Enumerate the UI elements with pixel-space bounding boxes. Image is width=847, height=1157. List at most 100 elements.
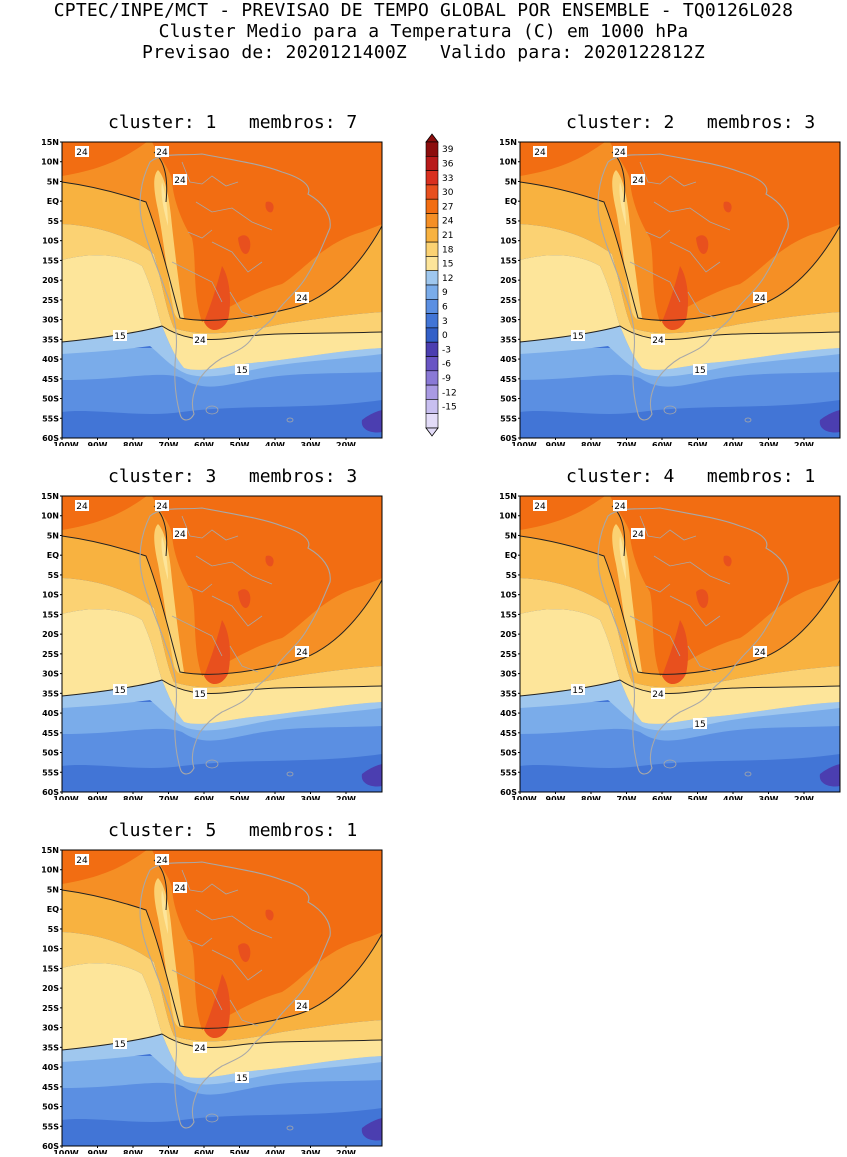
temperature-band — [162, 680, 382, 724]
country-border — [653, 201, 731, 231]
lon-tick-label: 30W — [301, 1149, 321, 1154]
colorbar-label: 18 — [442, 245, 454, 255]
country-border — [639, 161, 697, 187]
lat-tick-label: 60S — [42, 434, 59, 443]
temperature-band — [361, 410, 382, 433]
svg-text:24: 24 — [614, 148, 626, 158]
contour-label: 24 — [173, 882, 187, 894]
lon-tick-label: 100W — [511, 795, 537, 800]
country-border — [211, 595, 263, 627]
island — [286, 1125, 294, 1131]
temperature-band — [520, 255, 620, 342]
map-panel-3: 24 24 24 24 15 15 15N 10N 5N EQ 5S 10S 15S 20S 25S 30S 3… — [41, 492, 383, 800]
country-border — [187, 583, 213, 593]
lat-tick-label: EQ — [47, 551, 59, 560]
lat-tick-label: 45S — [500, 375, 517, 384]
temperature-band — [361, 1118, 382, 1141]
lat-tick-label: 45S — [42, 729, 59, 738]
plot-frame — [519, 495, 841, 793]
contour-label: 24 — [753, 292, 767, 304]
lat-tick-label: 60S — [500, 788, 517, 797]
lat-tick-label: 5S — [506, 217, 518, 226]
temperature-band — [162, 1034, 382, 1078]
lon-tick-label: 40W — [265, 795, 285, 800]
svg-text:15: 15 — [694, 720, 705, 730]
temperature-band — [62, 578, 382, 694]
lat-tick-label: EQ — [47, 197, 59, 206]
temperature-band — [520, 578, 840, 694]
map-panel-1: 24 24 24 24 24 15 15 15N 10N 5N EQ 5S 10S 15S 20S 25S 30… — [41, 138, 383, 446]
lon-tick-label: 100W — [53, 1149, 79, 1154]
colorbar-swatch — [425, 327, 439, 343]
svg-text:24: 24 — [614, 502, 626, 512]
lat-tick-label: 30S — [500, 670, 517, 679]
lon-tick-label: 20W — [336, 795, 356, 800]
panel-1-title: cluster: 1 membros: 7 — [108, 112, 358, 133]
south-america-outline — [139, 861, 331, 1129]
temperature-band — [520, 496, 840, 676]
country-border — [229, 645, 259, 673]
temperature-band — [520, 224, 840, 340]
lat-tick-label: 10S — [42, 591, 59, 600]
temperature-band — [520, 680, 840, 731]
temperature-band — [361, 764, 382, 787]
temperature-band — [520, 326, 840, 377]
lat-tick-label: 15S — [500, 610, 517, 619]
lat-tick-label: 15N — [41, 138, 59, 147]
lat-tick-label: 20S — [42, 984, 59, 993]
contour-label: 24 — [75, 854, 89, 866]
svg-text:24: 24 — [754, 294, 766, 304]
lon-tick-label: 80W — [123, 441, 143, 446]
lat-tick-label: 5N — [47, 885, 59, 894]
contour-label: 24 — [155, 500, 169, 512]
lon-tick-label: 30W — [301, 441, 321, 446]
lat-tick-label: 55S — [42, 414, 59, 423]
lat-tick-label: 35S — [42, 335, 59, 344]
contour-label: 15 — [235, 1072, 249, 1084]
lon-tick-label: 50W — [688, 441, 708, 446]
temperature-band — [154, 170, 184, 320]
country-border — [187, 937, 213, 947]
lon-tick-label: 70W — [159, 1149, 179, 1154]
plot-frame — [61, 495, 383, 793]
colorbar-swatch — [425, 284, 439, 300]
svg-text:24: 24 — [76, 502, 88, 512]
lat-tick-label: 20S — [42, 276, 59, 285]
colorbar-label: 30 — [442, 188, 454, 198]
lat-tick-label: 10N — [41, 512, 59, 521]
temperature-band — [62, 326, 382, 377]
lat-tick-label: 25S — [42, 650, 59, 659]
svg-text:15: 15 — [694, 366, 705, 376]
svg-text:24: 24 — [76, 856, 88, 866]
contour-label: 24 — [295, 292, 309, 304]
lat-tick-label: 40S — [500, 355, 517, 364]
lon-tick-label: 90W — [546, 441, 566, 446]
lat-tick-label: 5N — [505, 177, 517, 186]
contour-label: 24 — [193, 1042, 207, 1054]
colorbar-label: -6 — [442, 360, 451, 370]
colorbar-swatch — [425, 213, 439, 229]
temperature-band — [62, 609, 162, 696]
colorbar-label: -9 — [442, 374, 451, 384]
colorbar-label: -3 — [442, 345, 451, 355]
temperature-band — [62, 496, 382, 676]
country-border — [669, 595, 721, 627]
figure-header: CPTEC/INPE/MCT - PREVISAO DE TEMPO GLOBA… — [0, 0, 847, 63]
temperature-band — [62, 680, 382, 731]
lat-tick-label: 40S — [500, 709, 517, 718]
temperature-band — [238, 235, 251, 254]
temperature-band — [162, 326, 382, 370]
lon-tick-label: 60W — [652, 441, 672, 446]
colorbar-bottom-arrow — [425, 427, 439, 437]
temperature-band — [520, 142, 840, 322]
country-border — [195, 201, 273, 231]
country-border — [181, 515, 239, 541]
lat-tick-label: 15S — [42, 964, 59, 973]
temperature-band — [204, 974, 230, 1039]
lat-tick-label: 25S — [500, 296, 517, 305]
contour-label: 24 — [173, 528, 187, 540]
colorbar-label: 9 — [442, 288, 448, 298]
lon-tick-label: 70W — [159, 441, 179, 446]
colorbar-swatch — [425, 270, 439, 286]
temperature-band — [265, 555, 274, 567]
